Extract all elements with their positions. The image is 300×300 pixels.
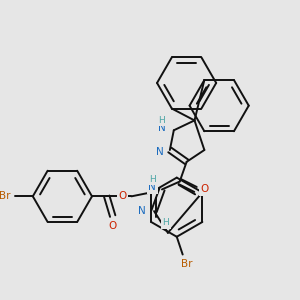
Text: H: H <box>149 175 155 184</box>
Text: O: O <box>109 221 117 231</box>
Text: N: N <box>148 182 156 193</box>
Text: N: N <box>158 123 166 133</box>
Text: H: H <box>159 116 165 125</box>
Text: H: H <box>163 218 169 227</box>
Text: N: N <box>138 206 146 216</box>
Text: O: O <box>200 184 208 194</box>
Text: Br: Br <box>0 191 11 201</box>
Text: Br: Br <box>181 260 192 269</box>
Text: O: O <box>118 191 127 201</box>
Text: N: N <box>156 147 164 157</box>
